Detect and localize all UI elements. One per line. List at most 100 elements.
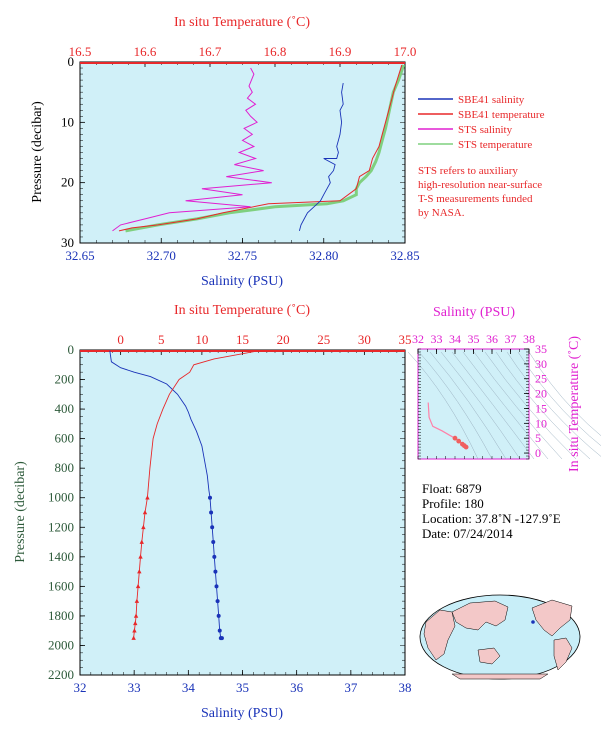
ts-temperature-axis-tick-label: 5 — [535, 431, 541, 445]
map-land-asia — [451, 600, 509, 631]
bottom-salinity-axis-tick-label: 35 — [236, 680, 249, 695]
salinity-marker — [215, 599, 220, 604]
salinity-marker — [213, 569, 218, 574]
temperature-marker — [133, 613, 139, 618]
top-plot-area — [79, 61, 406, 244]
ts-salinity-axis-tick-label: 35 — [468, 332, 480, 346]
ts-temperature-axis-tick-label: 10 — [535, 416, 547, 430]
temperature-marker — [132, 628, 137, 633]
top-salinity-axis-title: Salinity (PSU) — [201, 274, 283, 289]
salinity-marker — [210, 525, 215, 530]
temperature-marker — [135, 583, 141, 589]
bottom-temperature-axis-tick-label: 15 — [236, 332, 249, 347]
location: Location: 37.8˚N -127.9˚E — [422, 511, 561, 526]
top-temperature-axis-title: In situ Temperature (˚C) — [174, 15, 310, 30]
salinity-marker — [209, 510, 214, 515]
salinity-marker — [208, 495, 212, 500]
top-chart: 16.5 16.6 16.7 16.8 16.9 17.0 32.65 32.70 32.75 3… — [30, 15, 420, 289]
bottom-axes: 0 5 10 15 20 25 30 35 32 33 34 35 36 37 38 0 200 400 600 80… — [48, 332, 412, 695]
temperature-marker — [137, 569, 142, 574]
temperature-marker — [133, 620, 138, 626]
bottom-salinity-axis-title: Salinity (PSU) — [201, 706, 283, 721]
map-land-europe-africa — [423, 609, 456, 661]
ts-temperature-axis-tick-label: 15 — [535, 401, 547, 415]
ts-density-contour — [528, 351, 601, 437]
top-pressure-axis-tick-label: 10 — [61, 114, 74, 129]
top-pressure-axis-title: Pressure (decibar) — [30, 101, 45, 203]
ts-density-contour — [451, 351, 535, 460]
ts-salinity-axis-tick-label: 34 — [449, 332, 461, 346]
note-line-3: T-S measurements funded — [418, 193, 533, 205]
top-temperature-axis-tick-label: 16.5 — [69, 44, 92, 59]
bottom-salinity-axis-tick-label: 38 — [399, 680, 412, 695]
bottom-salinity-axis-tick-label: 32 — [74, 680, 87, 695]
bottom-pressure-axis-tick-label: 200 — [55, 372, 75, 387]
ts-temperature-axis-tick-label: 20 — [535, 387, 547, 401]
ts-density-contour — [495, 351, 591, 460]
bottom-pressure-axis-tick-label: 800 — [55, 460, 75, 475]
salinity-marker — [212, 554, 217, 559]
temperature-marker — [139, 539, 144, 544]
bottom-salinity-axis-tick-label: 36 — [290, 680, 304, 695]
top-temperature-axis-tick-label: 16.6 — [134, 44, 157, 59]
bottom-temperature-axis-title: In situ Temperature (˚C) — [174, 303, 310, 318]
bottom-series-temperature — [133, 350, 259, 639]
temperature-marker — [138, 554, 143, 559]
ts-salinity-axis-tick-label: 37 — [505, 332, 517, 346]
map-land-antarctica — [451, 673, 549, 680]
salinity-marker — [214, 584, 219, 589]
bottom-chart: 0 5 10 15 20 25 30 35 32 33 34 35 36 37 38 0 200 400 600 80… — [13, 303, 412, 721]
legend-label-sbe41-temperature: SBE41 temperature — [458, 109, 545, 121]
map-float-location-marker — [531, 620, 535, 624]
top-pressure-axis-tick-label: 0 — [68, 54, 75, 69]
salinity-marker — [211, 540, 216, 545]
temperature-marker — [141, 524, 146, 530]
top-salinity-axis-tick-label: 32.70 — [147, 248, 176, 263]
top-temperature-axis-tick-label: 16.7 — [199, 44, 222, 59]
ts-salinity-axis-title: Salinity (PSU) — [433, 305, 515, 320]
bottom-salinity-axis-tick-label: 33 — [128, 680, 141, 695]
temperature-marker — [142, 510, 148, 515]
bottom-pressure-axis-tick-label: 400 — [55, 401, 75, 416]
bottom-temperature-axis-tick-label: 30 — [358, 332, 371, 347]
float-id: Float: 6879 — [422, 481, 482, 496]
map-land-south-america — [553, 637, 573, 671]
ts-point — [452, 435, 458, 441]
top-series-layer — [80, 62, 406, 233]
ts-plot-area — [417, 348, 530, 460]
world-map — [419, 594, 581, 680]
ts-temperature-axis-tick-label: 30 — [535, 357, 547, 371]
bottom-pressure-axis-tick-label: 0 — [68, 342, 75, 357]
float-info: Float: 6879 Profile: 180 Location: 37.8˚… — [422, 481, 561, 541]
profile-number: Profile: 180 — [422, 496, 484, 511]
bottom-pressure-axis-tick-label: 1600 — [48, 578, 74, 593]
bottom-pressure-axis-title: Pressure (decibar) — [13, 461, 28, 563]
bottom-pressure-axis-tick-label: 1800 — [48, 608, 74, 623]
ts-salinity-axis-tick-label: 38 — [523, 332, 535, 346]
bottom-temperature-axis-tick-label: 0 — [117, 332, 124, 347]
top-temperature-axis-tick-label: 16.8 — [264, 44, 287, 59]
bottom-pressure-axis-tick-label: 2200 — [48, 667, 74, 682]
top-salinity-axis-tick-label: 32.85 — [390, 248, 419, 263]
top-pressure-axis-tick-label: 30 — [61, 235, 74, 250]
top-salinity-axis-tick-label: 32.80 — [309, 248, 338, 263]
bottom-salinity-axis-tick-label: 34 — [182, 680, 196, 695]
bottom-pressure-axis-tick-label: 2000 — [48, 637, 74, 652]
bottom-salinity-axis-tick-label: 37 — [344, 680, 358, 695]
top-salinity-axis-tick-label: 32.65 — [65, 248, 94, 263]
bottom-series-salinity — [109, 350, 222, 639]
bottom-pressure-axis-tick-label: 1000 — [48, 490, 74, 505]
top-pressure-axis-tick-label: 20 — [61, 175, 74, 190]
note-line-4: by NASA. — [418, 207, 465, 219]
top-salinity-axis-tick-label: 32.75 — [228, 248, 257, 263]
legend-label-sts-salinity: STS salinity — [458, 124, 513, 136]
top-series-sts-salinity — [112, 67, 272, 232]
ts-salinity-axis-tick-label: 33 — [431, 332, 443, 346]
ts-density-contour — [506, 351, 601, 457]
bottom-temperature-axis-tick-label: 10 — [195, 332, 208, 347]
legend-label-sbe41-salinity: SBE41 salinity — [458, 94, 525, 106]
ts-density-contour — [429, 351, 507, 460]
ts-temperature-axis-tick-label: 25 — [535, 372, 547, 386]
sts-note: STS refers to auxiliary high-resolution … — [418, 165, 542, 219]
